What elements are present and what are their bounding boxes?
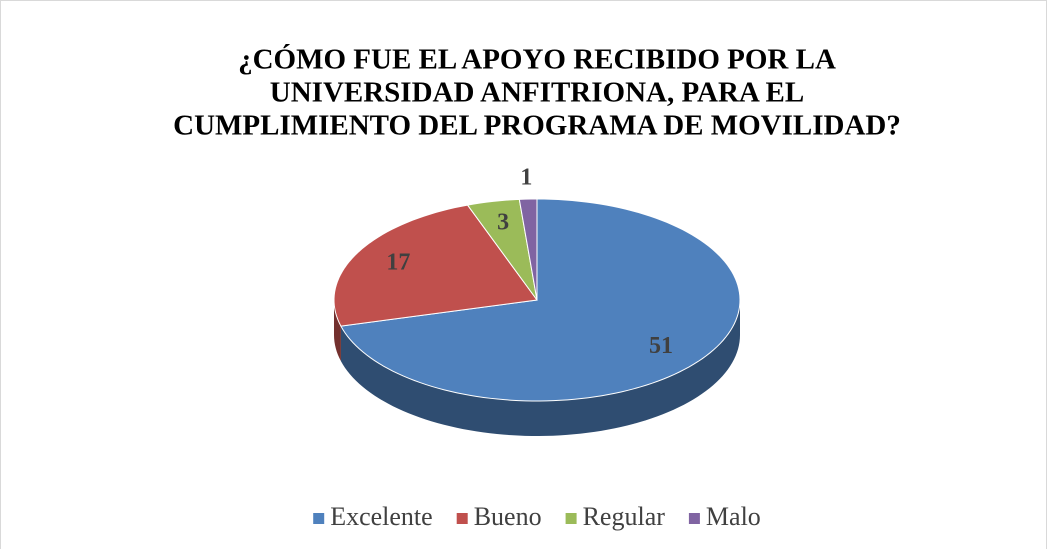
- slice: [466, 198, 538, 301]
- legend-label: Regular: [583, 502, 666, 531]
- slice: [340, 198, 741, 402]
- slice-side: [340, 300, 740, 436]
- legend-label: Malo: [706, 502, 761, 531]
- legend-swatch: [456, 513, 468, 524]
- slice-side: [334, 300, 341, 362]
- legend-label: Bueno: [474, 502, 542, 531]
- data-label: 1: [520, 164, 532, 190]
- legend-swatch: [313, 513, 325, 524]
- data-label: 3: [497, 210, 509, 236]
- chart-title: CUMPLIMIENTO DEL PROGRAMA DE MOVILIDAD?: [173, 110, 901, 142]
- legend-label: Excelente: [330, 502, 433, 531]
- data-label: 17: [386, 250, 410, 276]
- legend-swatch: [565, 513, 577, 524]
- slice: [518, 198, 538, 301]
- legend-swatch: [688, 513, 700, 524]
- chart-title: ¿CÓMO FUE EL APOYO RECIBIDO POR LA: [238, 43, 836, 76]
- data-label: 51: [649, 333, 673, 359]
- chart-title: UNIVERSIDAD ANFITRIONA, PARA EL: [270, 77, 804, 109]
- slice: [333, 204, 538, 327]
